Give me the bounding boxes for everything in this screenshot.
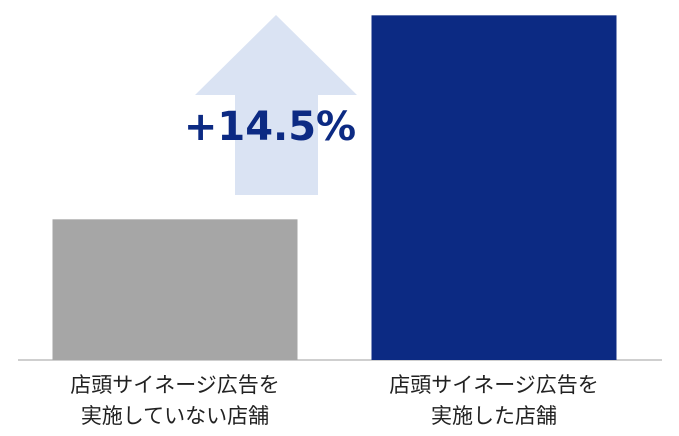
category-label: 店頭サイネージ広告を 実施した店舗: [389, 373, 599, 428]
bar: [371, 15, 617, 361]
bar: [52, 219, 298, 360]
category-label: 店頭サイネージ広告を 実施していない店舗: [70, 373, 280, 428]
change-annotation: +14.5%: [184, 104, 356, 150]
increase-arrow: [195, 15, 357, 195]
